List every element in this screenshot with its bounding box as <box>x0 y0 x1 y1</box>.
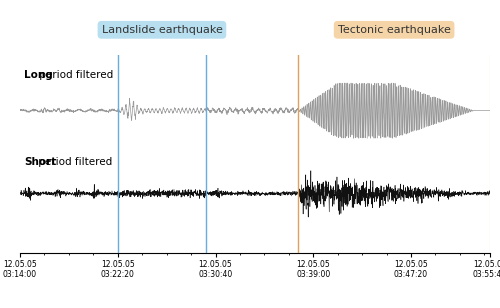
Text: Tectonic earthquake: Tectonic earthquake <box>338 25 450 35</box>
Text: Short: Short <box>24 157 56 168</box>
Text: Long: Long <box>24 70 52 80</box>
Text: period filtered: period filtered <box>36 70 113 80</box>
Text: period filtered: period filtered <box>36 157 113 168</box>
Text: Landslide earthquake: Landslide earthquake <box>102 25 222 35</box>
